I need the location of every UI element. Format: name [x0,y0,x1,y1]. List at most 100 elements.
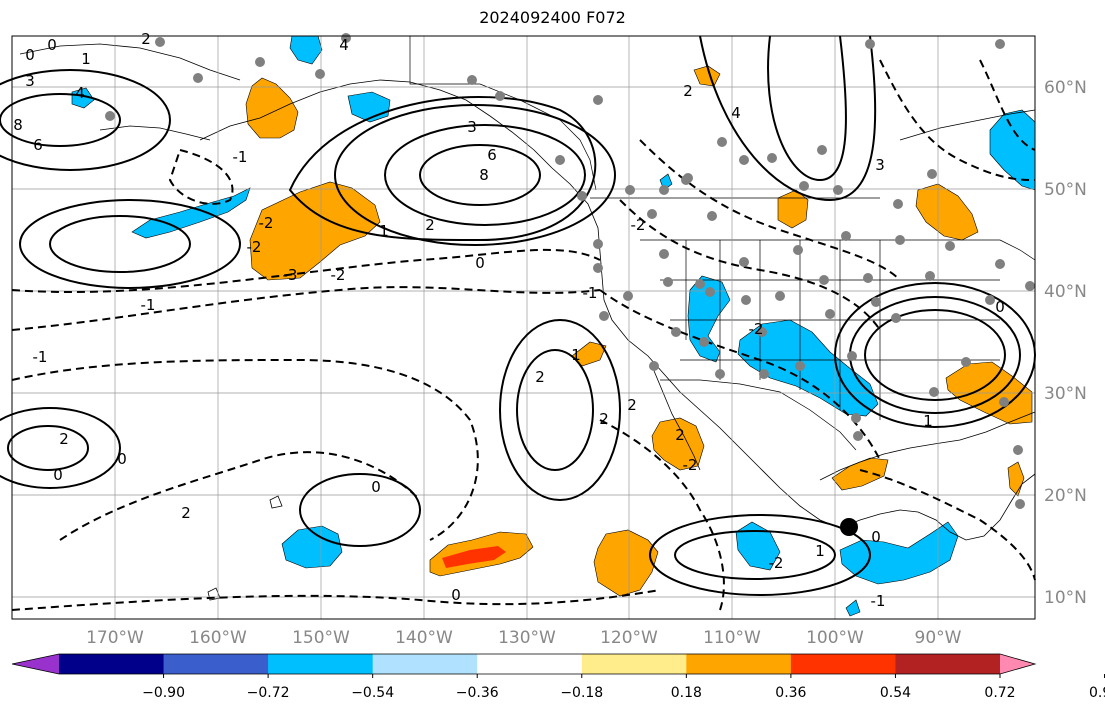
contour-label: 0 [53,466,63,484]
colorbar-segment [372,654,478,674]
contour-label: -2 [259,214,274,232]
contour-label: 2 [675,426,685,444]
contour-label: -2 [331,266,346,284]
contour-label: 2 [627,396,637,414]
red-shade-tropical-east-pacific [442,546,506,568]
colorbar-tick-label: 0.90 [1089,685,1105,701]
colorbar-tick-label: 0.54 [880,685,911,701]
lon-label-130w: 130°W [498,628,556,648]
colorbar-segments [12,654,1035,674]
state-lines-vertical [685,240,881,420]
dashed-contour-tropic-neg1 [59,451,421,541]
contour-label: -1 [583,284,598,302]
contour-label: -1 [33,348,48,366]
contour-high-alaska-4 [334,104,616,246]
colorbar-tick-label: 0.18 [671,685,702,701]
baja-california [651,365,701,471]
contour-canada-trough-outer [699,35,877,202]
gridlines [12,36,1035,619]
dashed-contour-caribbean [859,469,1036,581]
dashed-contour-northwest-us [619,199,881,331]
colorbar-tick-label: 0.72 [984,685,1015,701]
contour-high-alaska-6 [384,124,586,226]
negative-anomaly-shading [71,35,1036,617]
solid-contours [0,35,1036,596]
blue-shade-central-america [839,521,959,585]
blue-shade-bering [71,87,95,109]
dashed-contour-pacific-neg1 [11,286,601,331]
positive-anomaly-shading [245,65,1033,597]
latitude-axis: 60°N 50°N 40°N 30°N 20°N 10°N [1044,78,1087,608]
colorbar-tick-label: −0.18 [560,685,603,701]
contour-label: 1 [571,346,581,364]
contour-high-alaska-2 [288,96,597,242]
contour-label: -1 [141,296,156,314]
orange-shade-gulf-of-alaska [245,77,299,139]
contour-label: 2 [59,430,69,448]
lon-label-140w: 140°W [395,628,453,648]
map-frame [11,35,1036,620]
orange-shade-off-mexico [593,529,659,597]
colorbar-tick-label: −0.72 [247,685,290,701]
colorbar-outline [11,653,1037,675]
contour-southeast-high-4 [864,309,1006,401]
contour-label: 0 [871,528,881,546]
contour-label: -1 [871,592,886,610]
contour-label: -2 [247,238,262,256]
lat-label-30n: 30°N [1044,384,1087,404]
dashed-contour-south-0 [11,589,661,611]
political-borders [409,36,1036,451]
contour-east-pacific-2 [516,349,594,471]
contour-mexico-2 [674,530,836,580]
contour-label: 1 [379,222,389,240]
longitude-axis: 170°W 160°W 150°W 140°W 130°W 120°W 110°… [86,628,962,648]
lon-label-100w: 100°W [806,628,864,648]
contour-label: 4 [75,84,85,102]
lat-label-60n: 60°N [1044,78,1087,98]
contour-label: 2 [599,410,609,428]
dashed-contour-mexico [599,419,725,611]
colorbar-tick-label: 0.36 [775,685,806,701]
station-markers [105,33,1035,509]
map-panel: 00123468-1-2-34863210-1-2221202-2-2-10-1… [0,30,1036,620]
gulf-coast [819,411,1036,481]
aleutian-chain [99,125,211,141]
orange-shade-great-lakes [915,183,979,241]
station-marker-black-circle [840,518,858,536]
colorbar-segment [790,654,896,674]
lat-label-10n: 10°N [1044,588,1087,608]
contour-label: 1 [923,412,933,430]
colorbar-tick-label: −0.36 [456,685,499,701]
contour-label: 1 [815,542,825,560]
contour-east-pacific-1 [499,319,621,501]
lon-label-110w: 110°W [703,628,761,648]
contour-label: 2 [141,30,151,48]
contour-label: 2 [425,216,435,234]
eastern-border [999,239,1036,261]
contour-label: 8 [13,116,23,134]
dashed-contour-pacific-0 [11,248,601,294]
contour-label: 4 [731,104,741,122]
map-title: 2024092400 F072 [479,8,626,27]
lon-label-120w: 120°W [600,628,658,648]
colorbar-tick-label: −0.54 [351,685,394,701]
contour-label: -1 [233,148,248,166]
dashed-contour-canada [639,139,901,281]
orange-shade-baja [651,417,705,471]
contour-central-tropic-0 [299,473,421,547]
contour-label: 0 [475,254,485,272]
contour-label: 3 [875,156,885,174]
contour-label: 0 [995,298,1005,316]
contour-label: 3 [25,72,35,90]
contour-label: 0 [117,450,127,468]
lon-label-160w: 160°W [189,628,247,648]
contour-west-tropic-1 [0,407,121,489]
contour-label: 3 [467,118,477,136]
contour-labels: 00123468-1-2-34863210-1-2221202-2-2-10-1… [13,30,1005,610]
contour-label: 6 [487,146,497,164]
dashed-contour-northeast [879,59,1036,181]
colorbar-segment [163,654,269,674]
contour-label: 4 [339,36,349,54]
lon-label-90w: 90°W [915,628,962,648]
contour-bering-3 [0,69,171,171]
